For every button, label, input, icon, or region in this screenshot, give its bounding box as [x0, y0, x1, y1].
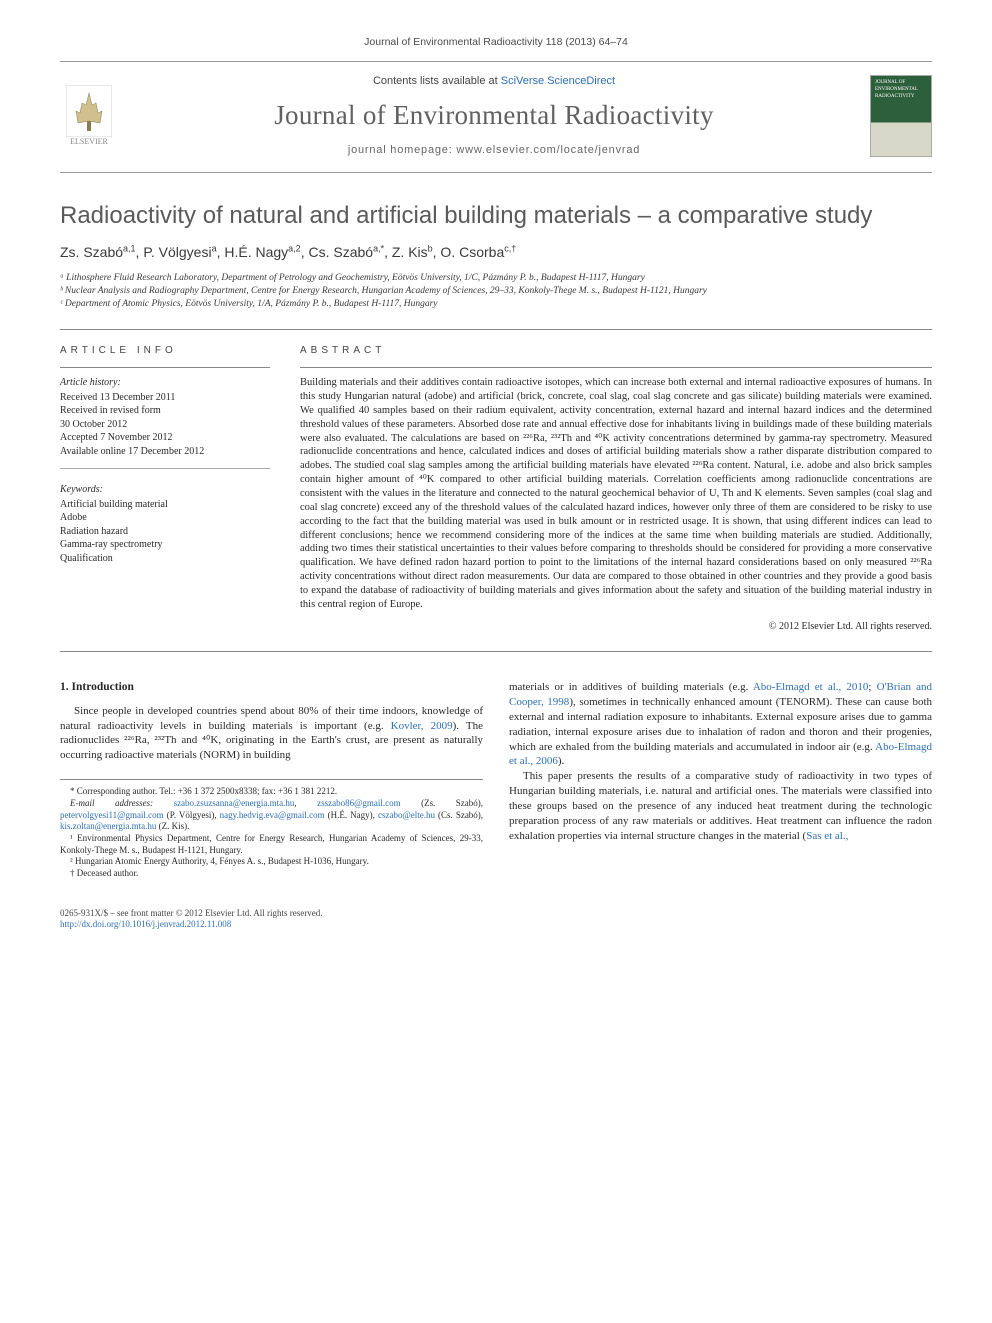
keywords-block: Keywords: Artificial building material A… [60, 483, 270, 565]
history-line: Received 13 December 2011 [60, 391, 270, 405]
keyword: Adobe [60, 511, 270, 525]
email-who: (P. Völgyesi), [167, 810, 217, 820]
section-heading-1: 1. Introduction [60, 680, 483, 696]
rule-bottom [60, 651, 932, 652]
abstract-heading: ABSTRACT [300, 344, 932, 358]
publisher-center: Contents lists available at SciVerse Sci… [132, 74, 856, 158]
body-para: materials or in additives of building ma… [509, 680, 932, 769]
cover-text: JOURNAL OF ENVIRONMENTAL RADIOACTIVITY [875, 80, 918, 99]
article-info-left: ARTICLE INFO Article history: Received 1… [60, 344, 270, 634]
abstract-text: Building materials and their additives c… [300, 368, 932, 612]
keyword: Qualification [60, 552, 270, 566]
body-text: This paper presents the results of a com… [509, 770, 932, 841]
affiliations: ᵃ Lithosphere Fluid Research Laboratory,… [60, 272, 932, 310]
abstract-copyright: © 2012 Elsevier Ltd. All rights reserved… [300, 620, 932, 634]
email-who: (Cs. Szabó), [438, 810, 483, 820]
keyword: Radiation hazard [60, 525, 270, 539]
body-text: ), sometimes in technically enhanced amo… [509, 696, 932, 753]
affiliation-c: ᶜ Department of Atomic Physics, Eötvös U… [60, 298, 932, 311]
body-column-left: 1. Introduction Since people in develope… [60, 680, 483, 879]
contents-line: Contents lists available at SciVerse Sci… [132, 74, 856, 89]
homepage-line: journal homepage: www.elsevier.com/locat… [132, 143, 856, 158]
email-addresses: E-mail addresses: szabo.zsuzsanna@energi… [60, 798, 483, 833]
keyword: Artificial building material [60, 498, 270, 512]
affiliation-a: ᵃ Lithosphere Fluid Research Laboratory,… [60, 272, 932, 285]
journal-name: Journal of Environmental Radioactivity [132, 97, 856, 133]
running-head: Journal of Environmental Radioactivity 1… [60, 35, 932, 49]
footnote-2: ² Hungarian Atomic Energy Authority, 4, … [60, 856, 483, 868]
email-who: (H.É. Nagy), [328, 810, 375, 820]
sciencedirect-link[interactable]: SciVerse ScienceDirect [501, 75, 615, 87]
authors-line: Zs. Szabóa,1, P. Völgyesia, H.É. Nagya,2… [60, 243, 932, 262]
email-link[interactable]: cszabo@elte.hu [378, 810, 435, 820]
email-who: (Zs. Szabó), [421, 798, 483, 808]
journal-cover-thumbnail: JOURNAL OF ENVIRONMENTAL RADIOACTIVITY [870, 75, 932, 157]
body-columns: 1. Introduction Since people in develope… [60, 680, 932, 879]
affiliation-b: ᵇ Nuclear Analysis and Radiography Depar… [60, 285, 932, 298]
article-history-block: Article history: Received 13 December 20… [60, 368, 270, 469]
article-info-heading: ARTICLE INFO [60, 344, 270, 358]
footnotes-block: * Corresponding author. Tel.: +36 1 372 … [60, 779, 483, 880]
citation-link[interactable]: Kovler, 2009 [391, 720, 453, 732]
article-info-block: ARTICLE INFO Article history: Received 1… [60, 330, 932, 652]
email-link[interactable]: kis.zoltan@energia.mta.hu [60, 821, 156, 831]
doi-link[interactable]: http://dx.doi.org/10.1016/j.jenvrad.2012… [60, 919, 932, 931]
citation-link[interactable]: Sas et al., [806, 830, 848, 842]
email-link[interactable]: nagy.hedvig.eva@gmail.com [220, 810, 325, 820]
history-line: 30 October 2012 [60, 418, 270, 432]
history-line: Received in revised form [60, 404, 270, 418]
footnote-deceased: † Deceased author. [60, 868, 483, 880]
email-link[interactable]: zsszabo86@gmail.com [317, 798, 401, 808]
body-para: This paper presents the results of a com… [509, 769, 932, 843]
keywords-label: Keywords: [60, 483, 270, 497]
publisher-logo-label: ELSEVIER [70, 137, 108, 148]
body-text: ; [868, 681, 876, 693]
history-line: Available online 17 December 2012 [60, 445, 270, 459]
body-text: ). [558, 755, 564, 767]
page-footer: 0265-931X/$ – see front matter © 2012 El… [60, 908, 932, 931]
homepage-url[interactable]: www.elsevier.com/locate/jenvrad [456, 144, 640, 156]
citation-link[interactable]: Abo-Elmagd et al., 2010 [753, 681, 869, 693]
body-para: Since people in developed countries spen… [60, 704, 483, 763]
history-label: Article history: [60, 376, 270, 390]
email-who: (Z. Kis). [159, 821, 190, 831]
elsevier-tree-icon [66, 85, 112, 137]
footnote-1: ¹ Environmental Physics Department, Cent… [60, 833, 483, 856]
homepage-prefix: journal homepage: [348, 144, 457, 156]
contents-prefix: Contents lists available at [373, 75, 501, 87]
email-label: E-mail addresses: [70, 798, 153, 808]
footer-copyright: 0265-931X/$ – see front matter © 2012 El… [60, 908, 932, 920]
email-link[interactable]: petervolgyesi11@gmail.com [60, 810, 164, 820]
body-column-right: materials or in additives of building ma… [509, 680, 932, 879]
body-text: materials or in additives of building ma… [509, 681, 753, 693]
keyword: Gamma-ray spectrometry [60, 538, 270, 552]
abstract-block: ABSTRACT Building materials and their ad… [300, 344, 932, 634]
email-link[interactable]: szabo.zsuzsanna@energia.mta.hu [174, 798, 295, 808]
publisher-logo: ELSEVIER [60, 82, 118, 150]
publisher-block: ELSEVIER Contents lists available at Sci… [60, 61, 932, 173]
corresponding-author-note: * Corresponding author. Tel.: +36 1 372 … [60, 786, 483, 798]
article-title: Radioactivity of natural and artificial … [60, 201, 932, 231]
history-line: Accepted 7 November 2012 [60, 431, 270, 445]
